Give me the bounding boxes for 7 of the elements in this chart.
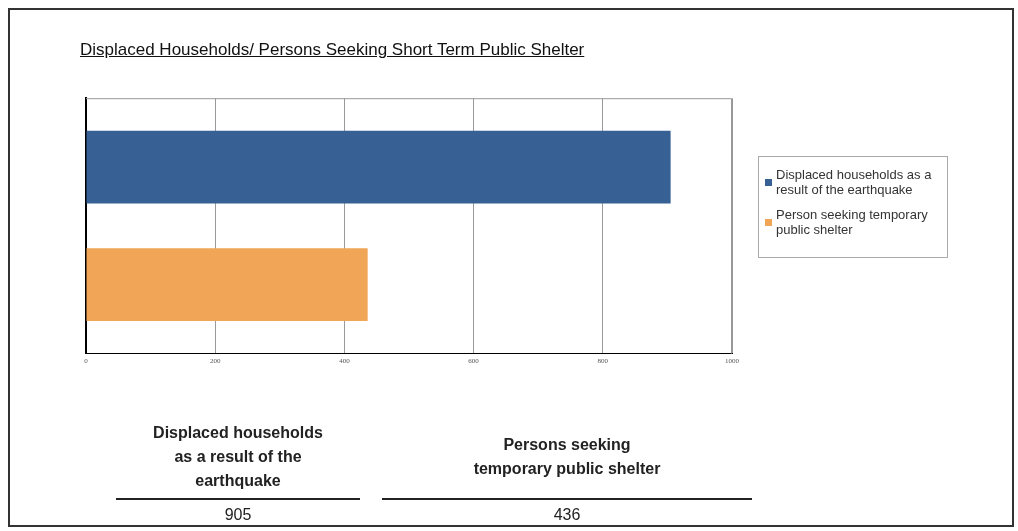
chart-title: Displaced Households/ Persons Seeking Short Term Public Shelter: [80, 40, 585, 60]
text: 436: [382, 498, 752, 524]
text: Persons seeking temporary public shelter: [472, 435, 662, 479]
text: Displaced households as a result of the earthquake: [152, 423, 324, 491]
text: 905: [116, 498, 360, 524]
legend-label: Person seeking temporary public shelter: [776, 207, 929, 237]
legend-label: Displaced households as a result of the earthquake: [776, 167, 933, 197]
